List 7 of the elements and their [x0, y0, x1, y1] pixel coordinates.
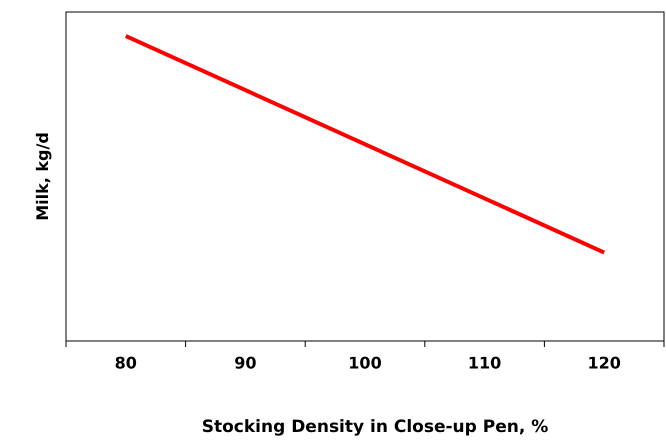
x-tick-label: 110 [468, 353, 502, 372]
x-tick-label: 100 [348, 353, 382, 372]
x-tick-label: 80 [114, 353, 137, 372]
x-tick-label: 90 [234, 353, 257, 372]
y-axis-title: Milk, kg/d [33, 132, 52, 221]
x-axis-title: Stocking Density in Close-up Pen, % [202, 417, 548, 437]
x-tick-label: 120 [587, 353, 621, 372]
